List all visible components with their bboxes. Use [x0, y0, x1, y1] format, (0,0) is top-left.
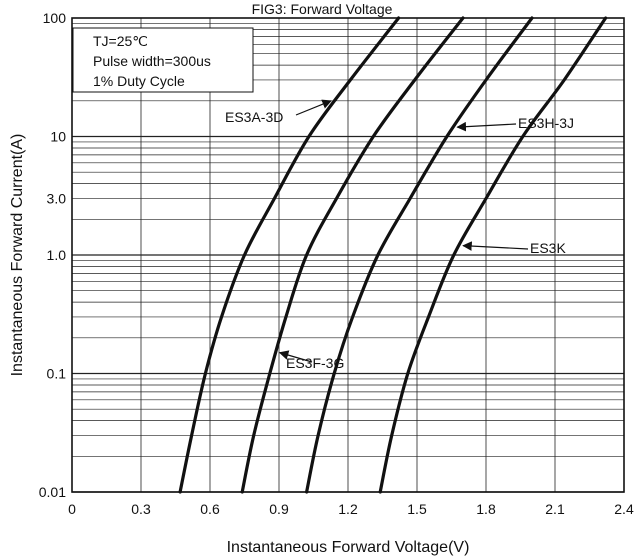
plot-frame	[71, 17, 625, 493]
series-line-es3f-3g	[240, 16, 465, 494]
chart-title: FIG3: Forward Voltage	[252, 1, 393, 17]
y-axis-label: Instantaneous Forward Current(A)	[9, 134, 26, 377]
x-tick-label: 1.2	[338, 501, 358, 517]
series-line-es3k	[378, 16, 608, 494]
x-tick-labels: 0 0.3 0.6 0.9 1.2 1.5 1.8 2.1 2.4	[68, 501, 634, 517]
x-tick-label: 2.1	[545, 501, 565, 517]
x-axis-label: Instantaneous Forward Voltage(V)	[227, 539, 470, 556]
x-tick-label: 1.5	[407, 501, 427, 517]
legend-box: TJ=25℃ Pulse width=300us 1% Duty Cycle	[72, 27, 254, 93]
y-tick-labels: 0.01 0.1 1.0 3.0 10 100	[39, 10, 66, 500]
y-tick-label: 100	[43, 10, 67, 26]
annotation-label: ES3H-3J	[518, 115, 574, 131]
series-line-es3h-3j	[305, 16, 534, 494]
annotation-arrow	[295, 99, 332, 116]
annotation-label: ES3K	[530, 240, 566, 256]
series-lines	[178, 16, 608, 494]
x-tick-label: 2.4	[614, 501, 634, 517]
y-tick-label: 1.0	[47, 247, 67, 263]
condition-temperature: TJ=25℃	[93, 33, 148, 49]
y-tick-label: 10	[50, 129, 66, 145]
annotation-label: ES3A-3D	[225, 109, 283, 125]
annotation-arrow	[456, 121, 517, 132]
y-tick-label: 3.0	[47, 190, 67, 206]
x-tick-label: 0.3	[131, 501, 151, 517]
y-tick-label: 0.1	[47, 366, 67, 382]
annotations: ES3A-3D ES3F-3G ES3H-3J ES3K	[225, 99, 574, 371]
condition-duty-cycle: 1% Duty Cycle	[93, 73, 185, 89]
x-tick-label: 1.8	[476, 501, 496, 517]
x-tick-label: 0.6	[200, 501, 220, 517]
condition-pulse-width: Pulse width=300us	[93, 53, 211, 69]
x-tick-label: 0.9	[269, 501, 289, 517]
x-tick-label: 0	[68, 501, 76, 517]
y-tick-label: 0.01	[39, 484, 66, 500]
series-line-es3a-3d	[178, 16, 401, 494]
annotation-arrow	[278, 350, 313, 363]
conditions-box	[72, 27, 254, 93]
annotation-arrow	[462, 241, 529, 251]
grid	[71, 18, 625, 493]
annotation-label: ES3F-3G	[286, 355, 344, 371]
